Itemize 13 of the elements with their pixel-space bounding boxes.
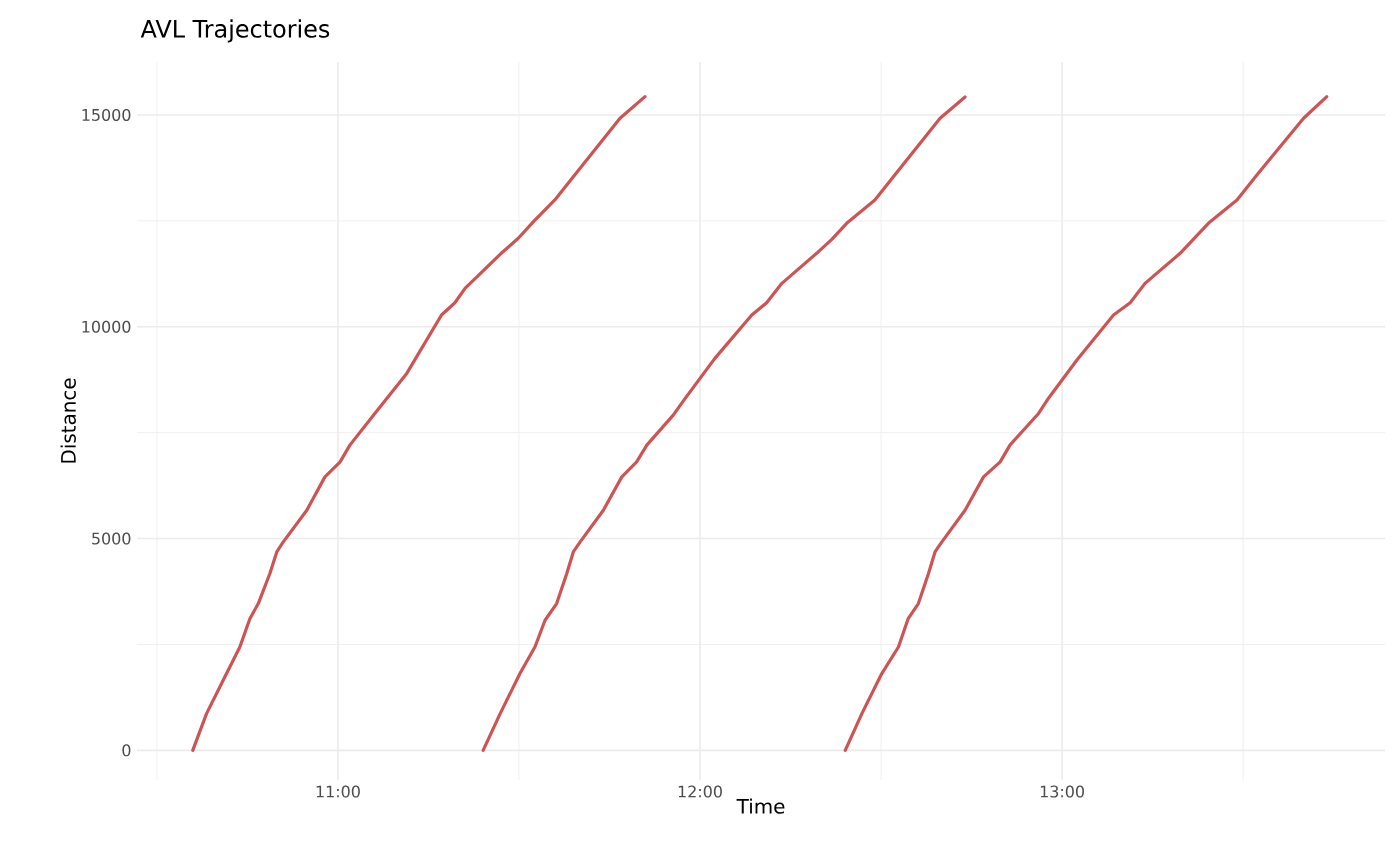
y-axis-title: Distance	[60, 378, 76, 463]
y-tick-label: 10000	[82, 320, 131, 333]
line-series	[191, 94, 647, 752]
x-axis-title: Time	[736, 798, 785, 814]
chart-title: AVL Trajectories	[140, 19, 330, 43]
line-series	[481, 95, 967, 752]
x-tick-label: 12:00	[678, 785, 722, 798]
y-tick-label: 0	[122, 744, 131, 757]
x-tick-label: 11:00	[316, 785, 360, 798]
y-tick-label: 15000	[82, 108, 131, 121]
y-tick-label: 5000	[92, 532, 131, 545]
x-tick-label: 13:00	[1040, 785, 1084, 798]
line-series	[843, 94, 1329, 752]
